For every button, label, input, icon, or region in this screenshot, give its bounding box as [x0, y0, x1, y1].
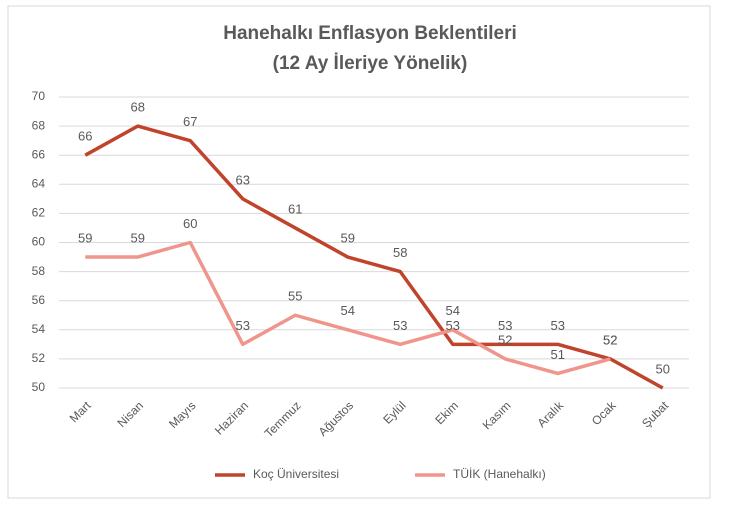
data-label: 53: [446, 318, 460, 333]
data-label: 60: [183, 216, 197, 231]
y-tick-label: 64: [32, 176, 46, 190]
legend-label: Koç Üniversitesi: [253, 467, 339, 481]
series-line: [85, 240, 611, 376]
data-label: 68: [131, 100, 145, 115]
data-label: 53: [393, 318, 407, 333]
data-label: 59: [131, 230, 145, 245]
y-tick-label: 54: [32, 322, 46, 336]
data-label: 51: [551, 347, 565, 362]
data-label: 54: [446, 303, 460, 318]
chart-subtitle: (12 Ay İleriye Yönelik): [273, 53, 468, 74]
chart-frame: [7, 5, 711, 499]
data-label: 63: [236, 172, 250, 187]
data-label: 53: [498, 318, 512, 333]
y-tick-label: 60: [32, 235, 46, 249]
y-tick-label: 56: [32, 293, 46, 307]
y-tick-label: 50: [32, 380, 46, 394]
data-label: 53: [236, 318, 250, 333]
data-label: 66: [78, 129, 92, 144]
data-label: 53: [551, 318, 565, 333]
data-label: 54: [341, 303, 355, 318]
data-label: 61: [288, 201, 302, 216]
chart-title: Hanehalkı Enflasyon Beklentileri: [223, 23, 517, 44]
data-label: 52: [498, 332, 512, 347]
data-label: 59: [341, 230, 355, 245]
data-label: 55: [288, 289, 302, 304]
series-line: [84, 124, 664, 390]
data-label: 67: [183, 114, 197, 129]
y-tick-label: 68: [32, 118, 46, 132]
y-tick-label: 66: [32, 147, 46, 161]
y-tick-label: 58: [32, 264, 46, 278]
data-label: 50: [656, 361, 670, 376]
data-label: 59: [78, 230, 92, 245]
data-label: 58: [393, 245, 407, 260]
y-tick-label: 70: [32, 89, 46, 103]
y-tick-label: 52: [32, 351, 46, 365]
data-label: 52: [603, 332, 617, 347]
y-tick-label: 62: [32, 206, 46, 220]
data-label: 52: [603, 332, 617, 347]
legend-label: TÜİK (Hanehalkı): [453, 467, 546, 481]
